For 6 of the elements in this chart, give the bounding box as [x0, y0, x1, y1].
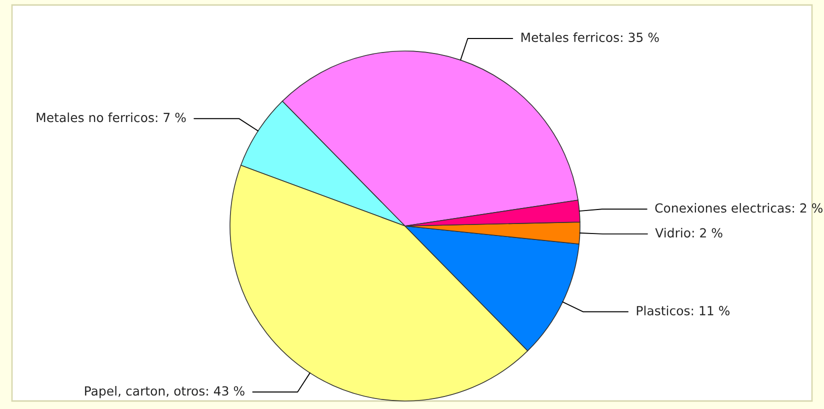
- slice-label: Metales no ferricos: 7 %: [36, 112, 186, 122]
- slice-label: Metales ferricos: 35 %: [521, 32, 659, 42]
- slice-label: Plasticos: 11 %: [636, 306, 730, 316]
- slice-label: Conexiones electricas: 2 %: [655, 203, 822, 213]
- slice-label: Vidrio: 2 %: [655, 228, 722, 238]
- slice-label: Papel, carton, otros: 43 %: [85, 386, 244, 398]
